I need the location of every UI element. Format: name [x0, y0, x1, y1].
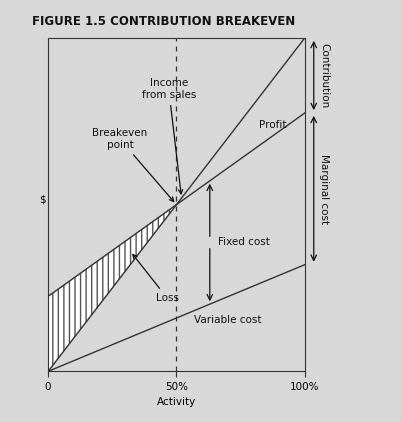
Text: Breakeven
point: Breakeven point — [92, 128, 174, 202]
Text: Fixed cost: Fixed cost — [217, 238, 269, 247]
Text: Profit: Profit — [259, 120, 286, 130]
Text: Variable cost: Variable cost — [194, 315, 261, 325]
Text: FIGURE 1.5 CONTRIBUTION BREAKEVEN: FIGURE 1.5 CONTRIBUTION BREAKEVEN — [32, 15, 295, 28]
Text: Contribution: Contribution — [319, 43, 329, 108]
Text: Loss: Loss — [133, 254, 179, 303]
Y-axis label: $: $ — [39, 195, 46, 205]
Text: Income
from sales: Income from sales — [142, 78, 196, 194]
X-axis label: Activity: Activity — [157, 398, 196, 407]
Text: Marginal cost: Marginal cost — [319, 154, 329, 224]
